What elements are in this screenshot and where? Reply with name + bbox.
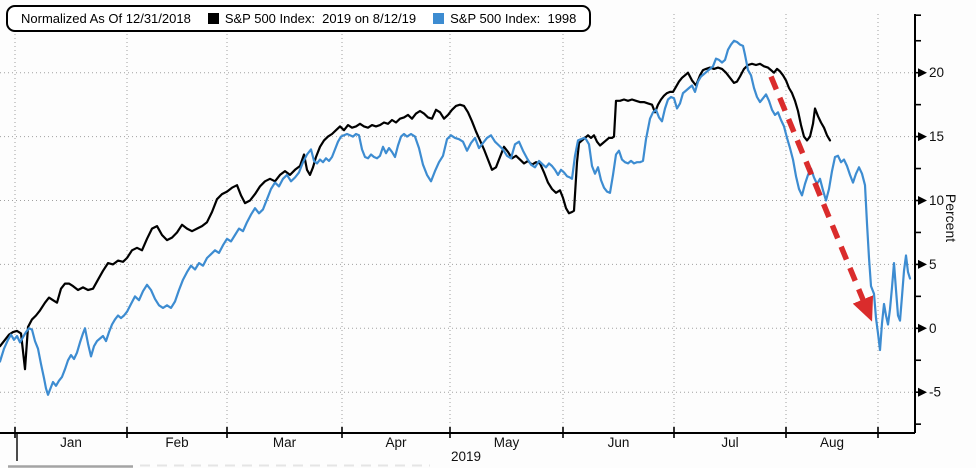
month-label: Jan	[60, 435, 82, 450]
y-major-tick-arrow-icon	[918, 323, 927, 333]
legend-swatch-1998-icon	[433, 13, 445, 24]
y-major-tick-arrow-icon	[918, 196, 927, 205]
y-tick-label: 5	[929, 257, 937, 272]
y-tick-label: 10	[929, 193, 944, 208]
series-line-2019	[0, 62, 832, 371]
series-line-1998	[0, 39, 912, 396]
month-label: Aug	[820, 435, 844, 450]
trend-arrow-icon	[768, 75, 874, 322]
month-label: Feb	[165, 435, 188, 450]
month-label: Mar	[273, 435, 297, 450]
y-major-tick-arrow-icon	[918, 68, 927, 78]
y-major-tick-arrow-icon	[918, 132, 927, 142]
legend-label-2019: S&P 500 Index: 2019 on 8/12/19	[224, 11, 417, 26]
month-label: Jun	[608, 435, 630, 450]
month-label: Jul	[721, 435, 738, 450]
y-tick-label: 0	[929, 321, 937, 336]
legend-normalized-label: Normalized As Of 12/31/2018	[21, 11, 191, 26]
legend-item-2019[interactable]: S&P 500 Index: 2019 on 8/12/19	[207, 11, 417, 26]
y-axis-title: Percent	[943, 194, 959, 242]
month-label: May	[494, 435, 520, 450]
legend-swatch-2019-icon	[207, 13, 219, 24]
month-label: Apr	[385, 435, 407, 450]
y-tick-label: 20	[929, 65, 944, 80]
legend-item-1998[interactable]: S&P 500 Index: 1998	[433, 11, 576, 26]
y-tick-label: 15	[929, 129, 944, 144]
year-label: 2019	[451, 449, 481, 464]
y-major-tick-arrow-icon	[918, 259, 927, 269]
y-tick-label: -5	[929, 385, 941, 400]
legend-label-1998: S&P 500 Index: 1998	[450, 11, 577, 26]
chart-legend: Normalized As Of 12/31/2018 S&P 500 Inde…	[6, 5, 592, 32]
y-major-tick-arrow-icon	[918, 387, 927, 397]
